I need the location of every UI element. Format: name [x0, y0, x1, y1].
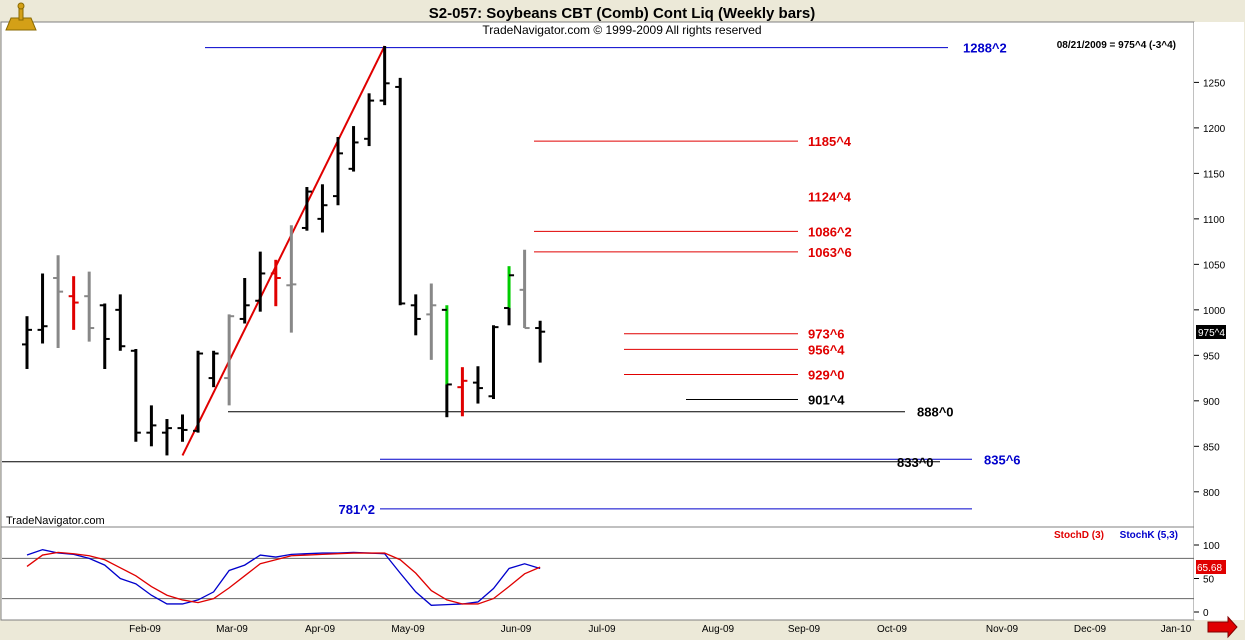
level-label-5: 973^6 — [808, 327, 845, 342]
ohlc-bar-19 — [317, 184, 328, 233]
level-label-0: 1288^2 — [963, 41, 1007, 56]
ohlc-bar-3 — [68, 276, 79, 330]
level-label-4: 1063^6 — [808, 245, 852, 260]
chart-title: S2-057: Soybeans CBT (Comb) Cont Liq (We… — [429, 5, 815, 22]
ohlc-bar-15 — [255, 251, 266, 312]
y-tick-label-900: 900 — [1203, 397, 1220, 408]
ohlc-bar-26 — [426, 283, 437, 360]
last-price-label: 975^4 — [1198, 328, 1225, 339]
ohlc-bar-16 — [270, 259, 281, 307]
ohlc-bar-24 — [395, 77, 406, 306]
stoch-value-label: 65.68 — [1197, 563, 1222, 574]
ohlc-bar-11 — [193, 350, 204, 433]
watermark: TradeNavigator.com — [6, 515, 105, 527]
level-label-7: 929^0 — [808, 367, 845, 382]
y-tick-label-800: 800 — [1203, 488, 1220, 499]
stochd-legend: StochD (3) — [1054, 530, 1104, 541]
y-tick-label-1000: 1000 — [1203, 306, 1226, 317]
last-price-box — [1196, 325, 1226, 339]
ohlc-bar-28 — [457, 367, 468, 417]
x-axis-layer: Feb-09 Mar-09 Apr-09 May-09 Jun-09 Jul-09 Aug-… — [129, 624, 1192, 635]
ohlc-bar-27 — [441, 305, 452, 418]
trendline — [181, 45, 386, 456]
stochastic-layer: 0 50 100 — [2, 541, 1220, 619]
ohlc-bar-25 — [410, 294, 421, 336]
ohlc-bar-7 — [130, 348, 141, 442]
x-tick-label-2: Apr-09 — [305, 624, 335, 635]
ohlc-bar-2 — [53, 255, 64, 349]
scroll-right-arrow-icon[interactable] — [1207, 615, 1238, 639]
ohlc-bar-32 — [519, 249, 530, 330]
stoch-tick-label-100: 100 — [1203, 541, 1220, 552]
y-tick-label-1100: 1100 — [1203, 215, 1225, 226]
level-label-9: 888^0 — [917, 405, 954, 420]
y-tick-label-1050: 1050 — [1203, 260, 1226, 271]
ohlc-bar-29 — [472, 366, 483, 404]
x-tick-label-3: May-09 — [391, 624, 425, 635]
x-tick-label-1: Mar-09 — [216, 624, 248, 635]
y-tick-label-850: 850 — [1203, 442, 1220, 453]
level-label-3: 1086^2 — [808, 224, 852, 239]
x-tick-label-10: Dec-09 — [1074, 624, 1107, 635]
ohlc-bar-20 — [333, 136, 343, 206]
ohlc-bar-9 — [161, 419, 172, 456]
ohlc-bar-8 — [146, 405, 157, 447]
logo-icon[interactable] — [5, 2, 37, 31]
level-label-10: 835^6 — [984, 452, 1021, 467]
ohlc-bar-12 — [208, 350, 219, 388]
x-tick-label-9: Nov-09 — [986, 624, 1019, 635]
ohlc-bar-14 — [239, 278, 250, 324]
bars-layer — [22, 46, 546, 456]
ohlc-bar-6 — [115, 294, 126, 351]
stoch-tick-label-50: 50 — [1203, 575, 1215, 586]
trendline-layer — [181, 45, 386, 456]
main-plot-area — [0, 21, 1195, 532]
level-label-2: 1124^4 — [808, 190, 852, 205]
level-label-6: 956^4 — [808, 342, 845, 357]
ohlc-bar-1 — [37, 273, 48, 344]
stochk-line — [26, 549, 541, 606]
ohlc-bar-10 — [177, 414, 188, 442]
ohlc-bar-18 — [301, 187, 312, 231]
level-label-8: 901^4 — [808, 392, 845, 407]
ohlc-bar-22 — [364, 93, 375, 147]
x-tick-label-5: Jul-09 — [588, 624, 616, 635]
ohlc-bar-23 — [379, 46, 390, 106]
y-axis-layer: 800 850 900 950 1000 1050 1100 1150 1200 1250 — [1194, 78, 1226, 499]
stoch-value-box — [1196, 560, 1226, 574]
ohlc-bar-30 — [488, 325, 499, 400]
ohlc-bar-31 — [504, 266, 515, 326]
chart-subtitle: TradeNavigator.com © 1999-2009 All right… — [482, 23, 761, 37]
x-tick-label-8: Oct-09 — [877, 624, 907, 635]
y-tick-label-1250: 1250 — [1203, 78, 1226, 89]
stochd-line — [26, 551, 541, 605]
x-tick-label-0: Feb-09 — [129, 624, 161, 635]
x-tick-label-4: Jun-09 — [501, 624, 532, 635]
quote-readout: 08/21/2009 = 975^4 (-3^4) — [1057, 40, 1176, 51]
indicator-plot-area — [0, 526, 1195, 621]
price-axis — [1194, 22, 1244, 620]
levels-layer: 1288^2 1185^4 1124^4 1086^2 1063^6 973^6956^4… — [2, 41, 1021, 517]
level-label-11: 833^0 — [897, 455, 934, 470]
x-tick-label-6: Aug-09 — [702, 624, 735, 635]
ohlc-bar-21 — [348, 126, 359, 172]
ohlc-bar-13 — [224, 314, 235, 406]
y-tick-label-950: 950 — [1203, 351, 1220, 362]
stoch-tick-label-0: 0 — [1203, 608, 1209, 619]
ohlc-bar-5 — [99, 303, 110, 369]
y-tick-label-1150: 1150 — [1203, 169, 1225, 180]
y-tick-label-1200: 1200 — [1203, 124, 1226, 135]
ohlc-bar-33 — [535, 320, 546, 363]
x-tick-label-7: Sep-09 — [788, 624, 821, 635]
stochk-legend: StochK (5,3) — [1120, 530, 1178, 541]
ohlc-bar-0 — [22, 316, 32, 369]
ohlc-bar-4 — [84, 271, 95, 342]
ohlc-bar-17 — [286, 225, 297, 333]
level-label-1: 1185^4 — [808, 134, 852, 149]
x-tick-label-11: Jan-10 — [1161, 624, 1192, 635]
level-label-12: 781^2 — [338, 502, 375, 517]
